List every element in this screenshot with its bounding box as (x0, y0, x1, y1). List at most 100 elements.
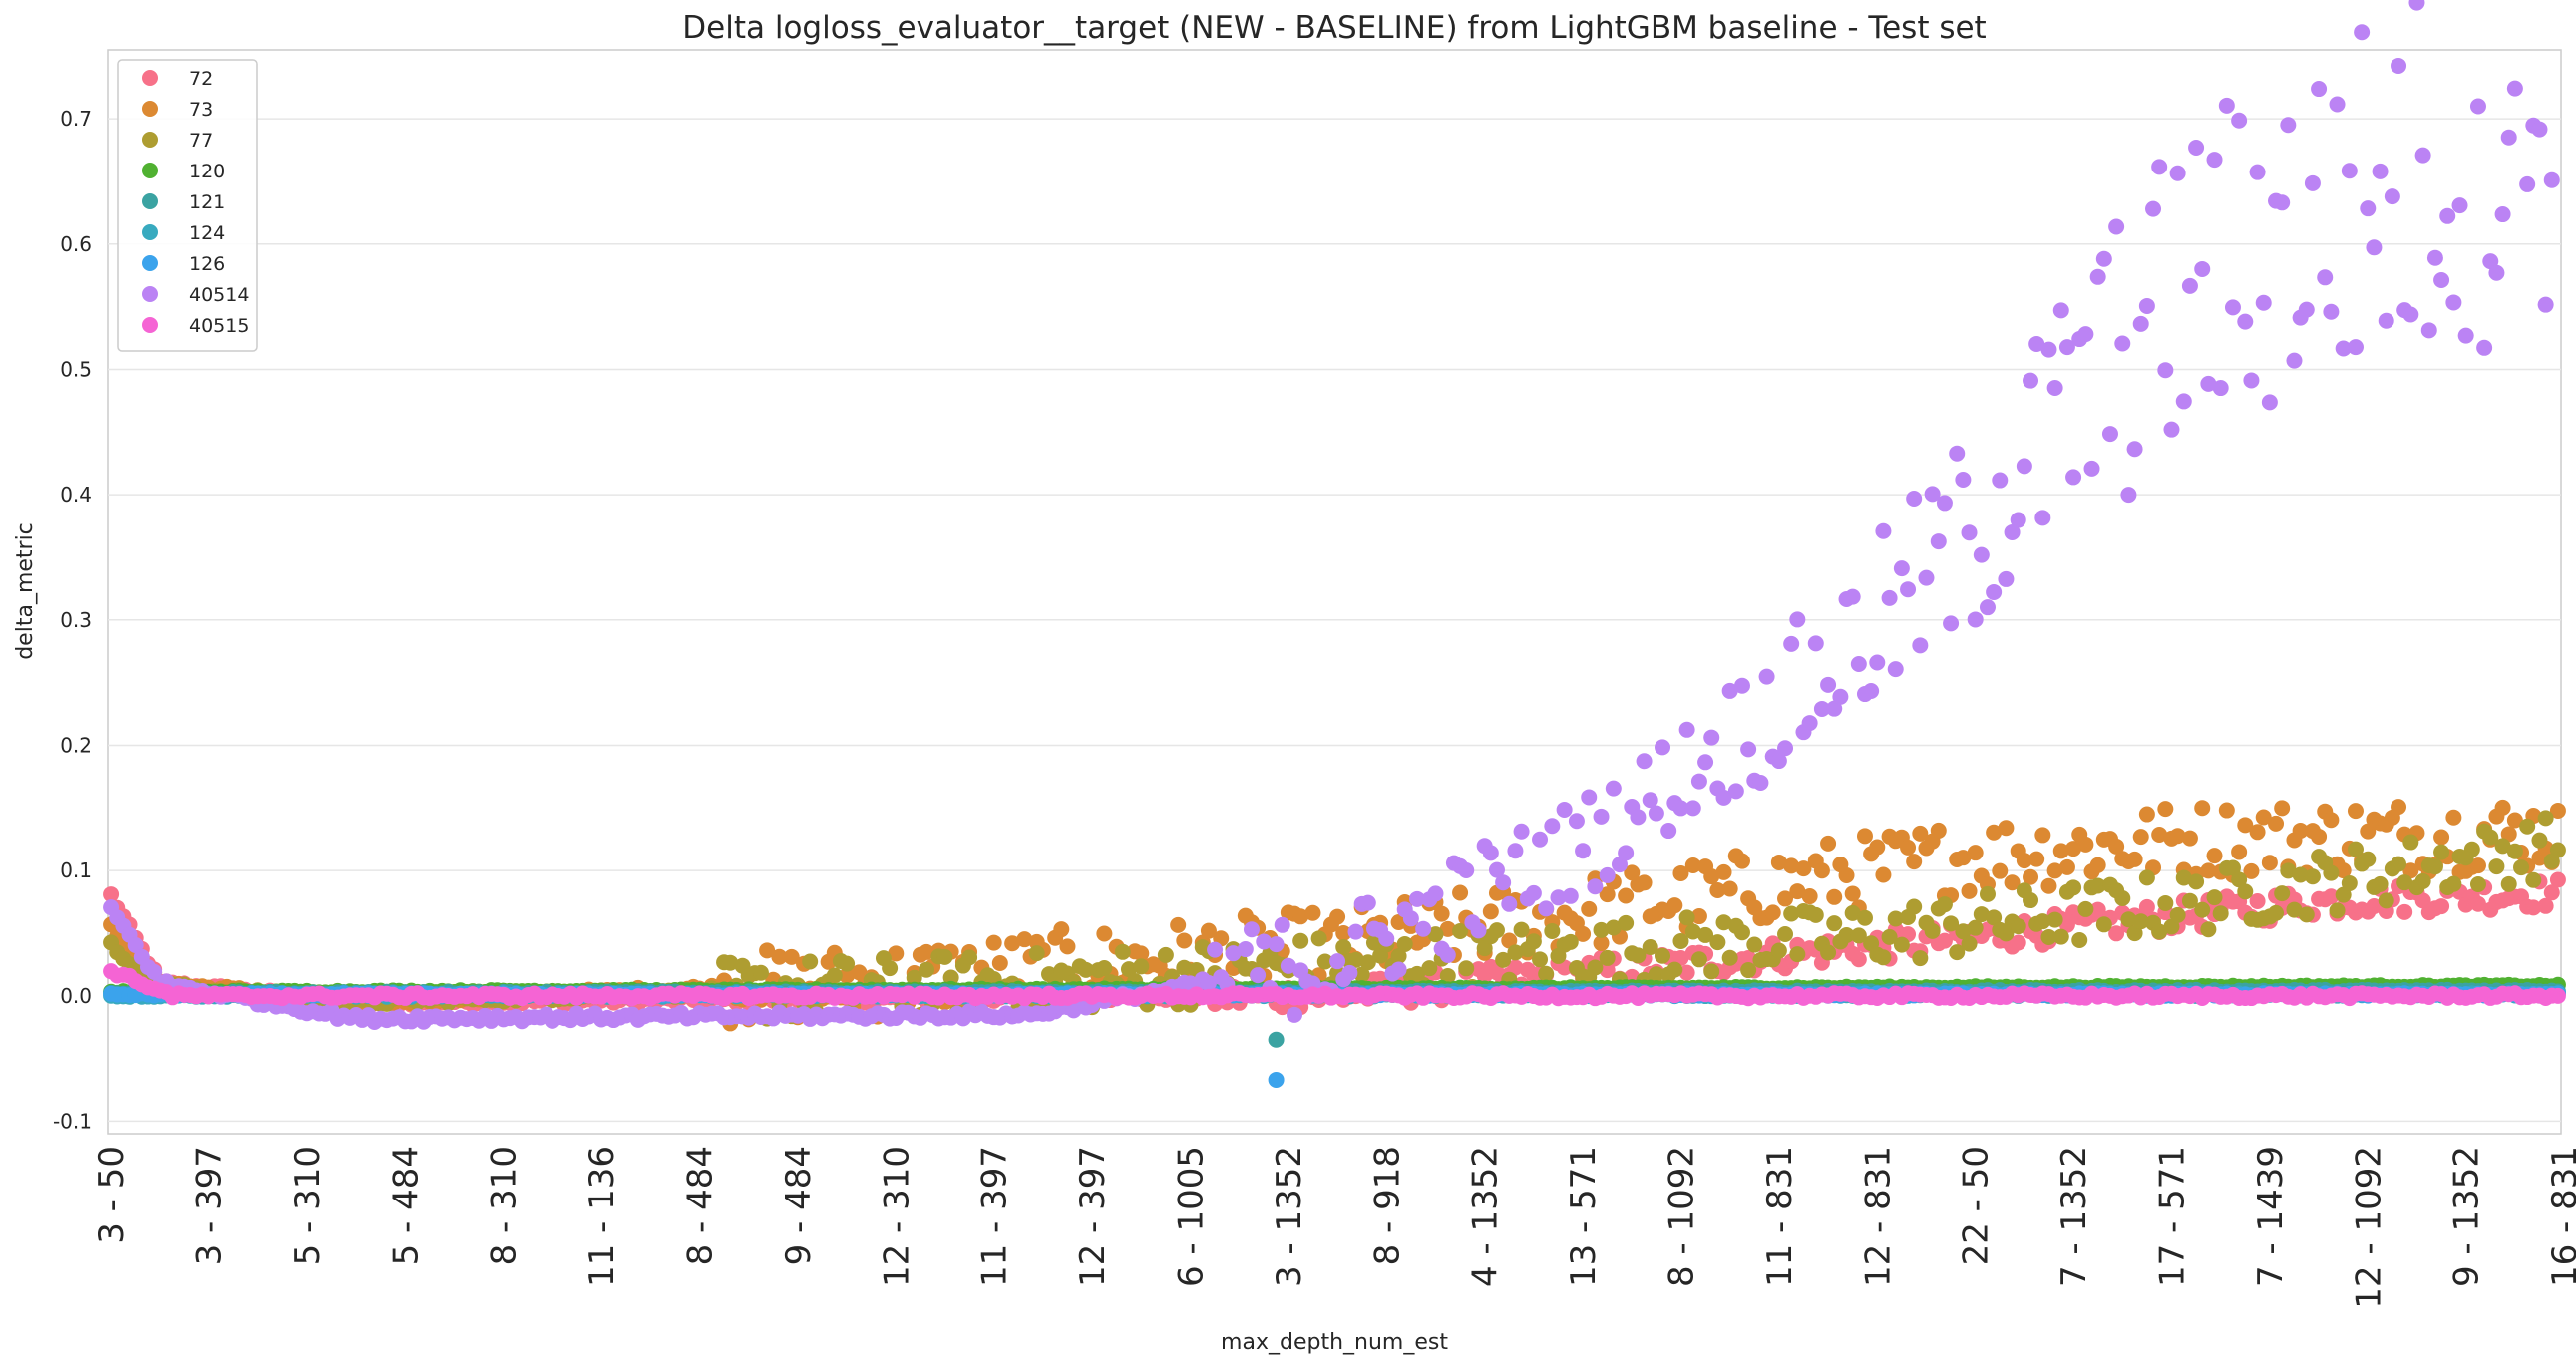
data-point (2396, 874, 2413, 891)
data-point (1501, 895, 1518, 912)
data-point (1624, 864, 1641, 881)
data-point (1120, 961, 1137, 978)
data-point (1587, 878, 1604, 895)
data-point (882, 960, 899, 977)
data-point (2058, 339, 2075, 356)
data-point (759, 942, 776, 959)
data-point (2457, 327, 2474, 344)
legend-label: 77 (189, 130, 213, 152)
data-point (1575, 843, 1592, 859)
data-point (1961, 882, 1978, 899)
data-point (127, 936, 144, 953)
data-point (2255, 809, 2272, 826)
data-point-outlier (1268, 1031, 1285, 1048)
legend-marker (142, 70, 158, 86)
data-point (2402, 834, 2419, 851)
data-point (1513, 921, 1530, 938)
data-point (1906, 898, 1923, 915)
data-point (1133, 945, 1150, 962)
data-point (1605, 919, 1622, 936)
x-tick-label: 11 - 136 (582, 1146, 622, 1287)
data-point (2138, 806, 2155, 823)
x-tick-label: 17 - 571 (2152, 1146, 2192, 1287)
data-point (1329, 908, 1346, 925)
data-point (2016, 458, 2032, 475)
data-point (1390, 961, 1407, 978)
data-point (103, 886, 120, 903)
data-point (1133, 958, 1150, 975)
data-point (1844, 904, 1861, 921)
data-point (2126, 851, 2143, 867)
data-point (1930, 533, 1947, 550)
data-point (2341, 163, 2358, 179)
data-point (839, 967, 856, 984)
data-point (2120, 487, 2137, 504)
data-point (1550, 889, 1567, 906)
data-point (2138, 869, 2155, 886)
data-point (1207, 941, 1224, 958)
data-point (2280, 117, 2297, 134)
data-point (2114, 890, 2131, 907)
data-point (1998, 820, 2015, 837)
data-point (1402, 910, 1419, 927)
data-point (1875, 522, 1892, 539)
data-point (1789, 946, 1806, 963)
data-point (2175, 393, 2192, 410)
data-point (1770, 942, 1787, 959)
data-point (1176, 959, 1193, 976)
data-point (2402, 306, 2419, 323)
data-point (1789, 883, 1806, 900)
data-point (1955, 923, 1972, 940)
x-tick-label: 12 - 310 (877, 1146, 917, 1287)
data-point (1439, 967, 1456, 984)
data-point (2414, 892, 2431, 909)
data-point (2335, 862, 2352, 879)
data-point (2004, 874, 2021, 891)
data-point (1930, 822, 1947, 839)
data-point (2255, 294, 2272, 311)
data-point (2274, 800, 2291, 817)
y-tick-label: 0.6 (60, 232, 92, 256)
data-point (2261, 394, 2278, 411)
data-point (1170, 916, 1187, 933)
data-point (2482, 829, 2499, 846)
data-point (919, 961, 935, 978)
data-point (1482, 903, 1499, 920)
data-point (1648, 966, 1664, 983)
data-point (1507, 959, 1524, 976)
x-tick-label: 5 - 310 (288, 1146, 328, 1265)
data-point (2354, 24, 2371, 41)
data-point (2304, 868, 2321, 885)
series-40515 (103, 963, 2566, 1007)
data-point (2469, 875, 2486, 892)
data-point (2537, 296, 2554, 313)
data-point (2028, 335, 2045, 352)
data-point (1439, 920, 1456, 937)
data-point (1114, 943, 1131, 960)
data-point (2494, 206, 2511, 223)
data-point (1961, 935, 1978, 952)
data-point (1157, 946, 1174, 963)
data-point (1770, 854, 1787, 870)
data-point (2200, 921, 2217, 938)
data-point (2323, 303, 2340, 320)
data-point (2433, 829, 2450, 846)
data-point (1801, 888, 1818, 905)
data-point (2433, 898, 2450, 915)
x-tick-label: 7 - 1352 (2054, 1146, 2094, 1287)
data-point (1690, 951, 1707, 968)
data-point (1777, 740, 1794, 757)
plot-area (107, 49, 2562, 1135)
data-point (2519, 175, 2536, 192)
data-point (1672, 864, 1689, 881)
data-point (1200, 922, 1217, 939)
legend-marker (142, 224, 158, 240)
data-point (2151, 923, 2168, 940)
y-axis-label: delta_metric (13, 522, 38, 660)
data-point (2323, 812, 2340, 829)
data-point (2243, 372, 2260, 389)
legend-marker (142, 132, 158, 148)
data-point (1918, 569, 1935, 586)
data-point (2138, 297, 2155, 314)
